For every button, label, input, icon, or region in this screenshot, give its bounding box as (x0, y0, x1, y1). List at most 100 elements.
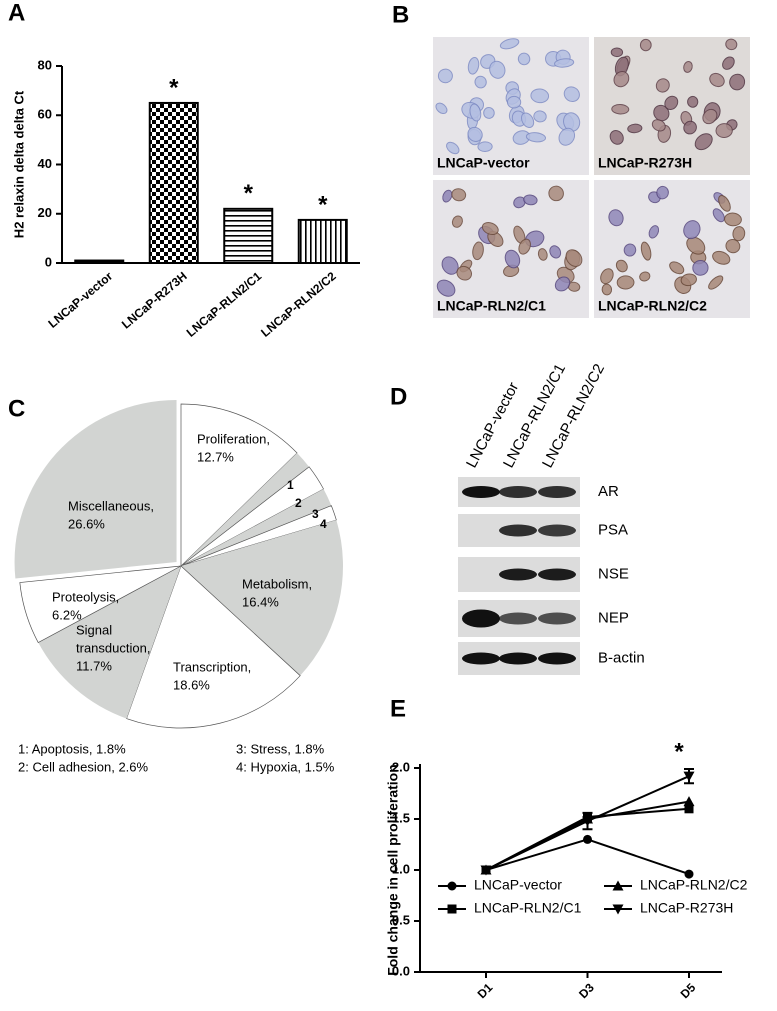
slice-label: 16.4% (242, 594, 279, 609)
marker (582, 816, 593, 827)
cell (554, 276, 571, 292)
panel-letter: E (390, 695, 406, 722)
cell (467, 126, 483, 142)
cell (725, 38, 738, 51)
panel-letter: D (390, 383, 407, 410)
legend-label: LNCaP-RLN2/C1 (474, 900, 582, 916)
slice-label: transduction, (76, 640, 150, 655)
marker (447, 881, 457, 891)
y-tick-label: 2.0 (392, 759, 410, 774)
blot-band (538, 568, 576, 581)
slice-label: Proteolysis, (52, 589, 119, 604)
slice-label: 11.7% (76, 658, 112, 673)
protein-label: PSA (598, 521, 628, 538)
cell (648, 225, 660, 239)
cell (664, 95, 679, 111)
cell (518, 238, 531, 255)
cell (683, 220, 701, 240)
cell (563, 86, 580, 103)
marker (612, 904, 624, 915)
cell (680, 273, 697, 287)
blot-band (499, 652, 537, 665)
slice-label: Signal (76, 622, 112, 637)
legend-label: LNCaP-vector (474, 877, 562, 893)
cell (565, 249, 583, 267)
pie-note: 4: Hypoxia, 1.5% (236, 759, 335, 774)
marker (447, 904, 457, 914)
protein-label: B-actin (598, 649, 645, 666)
blot-band (462, 609, 500, 628)
slice-label: Miscellaneous, (68, 498, 154, 513)
cell (523, 194, 538, 206)
y-tick-label: 40 (38, 156, 52, 171)
panel-letter: A (8, 0, 25, 26)
marker (612, 880, 624, 891)
marker (684, 804, 694, 814)
pie-slice (180, 403, 298, 567)
blot-band (462, 486, 500, 498)
slice-label: 18.6% (173, 677, 210, 692)
bar (223, 207, 274, 264)
blot-band (499, 612, 537, 625)
slice-label: 12.7% (197, 449, 234, 464)
cell (520, 112, 535, 129)
significance-mark: * (318, 191, 328, 218)
y-tick-label: 1.0 (392, 861, 410, 876)
cell (477, 141, 493, 152)
slice-label: 1 (287, 478, 294, 492)
cell (611, 104, 630, 115)
cell (718, 194, 731, 212)
cell (616, 275, 635, 290)
cell (608, 209, 624, 227)
blot-band (538, 612, 576, 625)
cell (506, 95, 522, 109)
cell (537, 248, 548, 261)
cell (651, 119, 666, 132)
cell (656, 185, 669, 200)
micrograph-label: LNCaP-R273H (598, 155, 692, 171)
y-axis-label: Fold change in cell proliferation (385, 764, 401, 976)
legend-label: LNCaP-R273H (640, 900, 733, 916)
y-tick-label: 20 (38, 205, 52, 220)
slice-label: 2 (295, 496, 302, 510)
pie-slice (14, 399, 177, 579)
pie-slice (38, 566, 181, 719)
pie-slice (181, 520, 343, 676)
pie-note: 1: Apoptosis, 1.8% (18, 741, 126, 756)
pie-note: 3: Stress, 1.8% (236, 741, 325, 756)
y-tick-label: 0 (45, 254, 52, 269)
panel-letter: C (8, 395, 25, 422)
y-tick-label: 60 (38, 107, 52, 122)
significance-mark: * (674, 738, 684, 765)
cell (732, 226, 746, 242)
y-tick-label: 1.5 (392, 810, 410, 825)
cell (533, 110, 547, 123)
bar (148, 101, 199, 264)
cell (563, 112, 581, 132)
cell (442, 189, 453, 203)
cell (451, 215, 463, 228)
cell (467, 56, 480, 75)
cell (600, 268, 614, 285)
cell (639, 271, 651, 282)
protein-label: AR (598, 483, 619, 500)
protein-label: NSE (598, 565, 629, 582)
cell (692, 260, 709, 276)
blot-band (499, 524, 537, 537)
blot-band (538, 652, 576, 665)
cell (504, 249, 521, 269)
cell (623, 243, 637, 257)
cell (712, 208, 725, 223)
pie-slice (180, 466, 325, 567)
slice-label: Transcription, (173, 659, 251, 674)
significance-mark: * (169, 74, 179, 101)
cell (469, 103, 482, 122)
pie-note: 2: Cell adhesion, 2.6% (18, 759, 149, 774)
cell (437, 68, 453, 84)
cell (669, 261, 685, 275)
blot-band (499, 568, 537, 581)
cell (715, 123, 733, 138)
cell (609, 130, 624, 145)
cell (558, 127, 576, 146)
slice-label: 26.6% (68, 516, 105, 531)
